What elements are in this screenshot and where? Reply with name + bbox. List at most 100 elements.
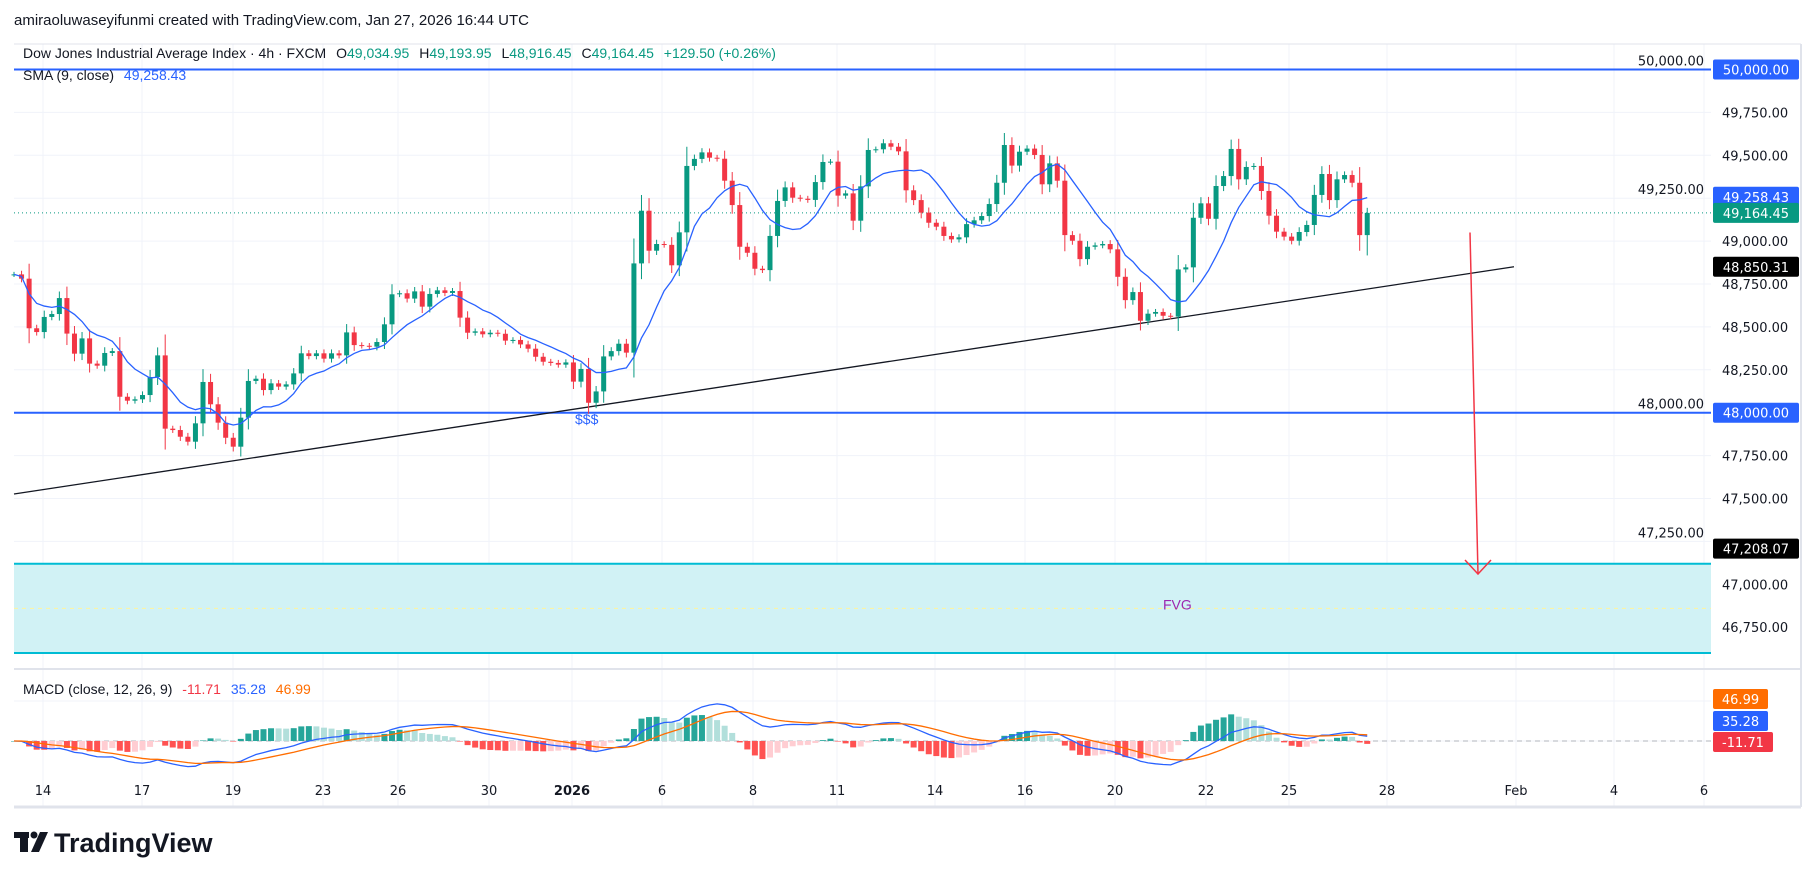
trendline[interactable]: [13, 266, 1515, 495]
candle: [986, 198, 992, 222]
candle: [147, 369, 153, 403]
macd-badge: [1713, 732, 1773, 752]
candle-body: [260, 378, 266, 391]
candle: [1221, 171, 1227, 192]
tradingview-wordmark: TradingView: [54, 828, 214, 858]
macd-histogram-bar: [1137, 741, 1144, 759]
price-badge-label: 50,000.00: [1723, 64, 1789, 79]
candle-body: [200, 381, 206, 424]
macd-histogram-bar: [1281, 741, 1288, 743]
macd-histogram-bar: [918, 741, 925, 752]
time-tick-label: 17: [134, 784, 151, 799]
candle: [329, 349, 335, 363]
macd-histogram-bar: [33, 741, 40, 750]
candle: [1062, 164, 1068, 252]
macd-histogram-bar: [1054, 738, 1061, 741]
candle: [820, 154, 826, 190]
candle-body: [1001, 145, 1007, 183]
macd-histogram-bar: [215, 738, 222, 741]
price-tick-label: 47,250.00: [1638, 526, 1704, 541]
macd-histogram-bar: [1099, 741, 1106, 755]
candle: [480, 328, 486, 338]
tradingview-logo[interactable]: TradingView: [14, 828, 214, 858]
candle-body: [729, 180, 735, 206]
candle-body: [1024, 148, 1030, 152]
arrow-shaft: [1469, 232, 1479, 575]
macd-histogram-bar: [396, 729, 403, 741]
macd-histogram-bar: [1296, 741, 1303, 747]
candle-body: [1349, 175, 1355, 183]
candle: [1039, 145, 1045, 195]
macd-histogram-bar: [1039, 735, 1046, 741]
high-label: H: [419, 45, 429, 61]
candle-body: [1016, 151, 1022, 166]
candle: [638, 194, 644, 280]
candle-body: [586, 368, 592, 403]
liquidity-label: $$$: [575, 411, 599, 427]
candle: [691, 154, 697, 171]
macd-histogram-bar: [116, 741, 123, 751]
macd-histogram-bar: [358, 732, 365, 741]
macd-histogram-bar: [389, 731, 395, 741]
macd-histogram-bar: [419, 733, 426, 741]
macd-histogram-bar: [71, 741, 78, 751]
candle: [1145, 309, 1151, 326]
candle-body: [276, 383, 282, 387]
time-tick-label: 25: [1281, 784, 1298, 799]
macd-histogram-bar: [1061, 741, 1068, 746]
candle-body: [1085, 246, 1091, 260]
candle: [1364, 207, 1370, 256]
candle-body: [767, 235, 773, 271]
macd-histogram-bar: [1182, 740, 1189, 741]
candle: [850, 184, 856, 231]
candle-body: [548, 361, 554, 363]
macd-histogram-bar: [162, 741, 169, 746]
candle-body: [835, 161, 841, 196]
candle-body: [366, 345, 372, 347]
macd-histogram-bar: [275, 728, 282, 741]
symbol-name: Dow Jones Industrial Average Index · 4h …: [23, 45, 326, 61]
candle-body: [223, 422, 229, 438]
time-axis[interactable]: 14 17 19 23 26 30 2026 6 8 11 14 16 20 22 25 28 Feb 4 6: [35, 784, 1708, 799]
candle: [253, 375, 259, 385]
candle-body: [805, 198, 811, 200]
projection-arrow[interactable]: [1464, 232, 1492, 576]
candle-body: [570, 362, 576, 382]
candle: [245, 369, 251, 430]
macd-histogram-bar: [517, 741, 524, 751]
sma-legend[interactable]: SMA (9, close) 49,258.43: [23, 67, 186, 83]
candle-body: [782, 187, 788, 201]
macd-histogram-bar: [706, 717, 713, 741]
time-tick-label: 8: [749, 784, 757, 799]
candle-body: [1289, 236, 1295, 241]
macd-histogram-bar: [812, 741, 819, 744]
macd-histogram-bar: [887, 738, 894, 741]
candle: [956, 234, 962, 243]
candle: [1160, 308, 1166, 320]
candle: [1122, 268, 1128, 309]
macd-histogram-bar: [940, 741, 947, 758]
sma-line: [13, 163, 1368, 426]
candle: [827, 158, 833, 165]
macd-histogram-bar: [1107, 741, 1114, 754]
macd-histogram-bar: [532, 741, 539, 752]
candle-body: [208, 381, 214, 405]
candle-body: [268, 383, 274, 391]
price-badge-label: 47,208.07: [1723, 543, 1789, 558]
candle: [608, 347, 614, 361]
candle: [465, 311, 471, 340]
time-tick-label: 11: [829, 784, 846, 799]
candle-body: [132, 399, 138, 401]
price-axis[interactable]: 50,000.00 49,750.00 49,500.00 49,250.00 49,0…: [1638, 55, 1799, 753]
macd-histogram-bar: [426, 733, 433, 741]
candle: [926, 207, 932, 228]
candle-body: [661, 244, 667, 246]
macd-histogram-bar: [283, 728, 290, 741]
candle-body: [646, 210, 652, 251]
candle-body: [253, 378, 259, 381]
macd-histogram-bar: [472, 741, 479, 748]
horizontal-levels[interactable]: [14, 68, 1711, 414]
macd-legend[interactable]: MACD (close, 12, 26, 9) -11.71 35.28 46.…: [23, 681, 311, 697]
candle: [775, 189, 781, 248]
